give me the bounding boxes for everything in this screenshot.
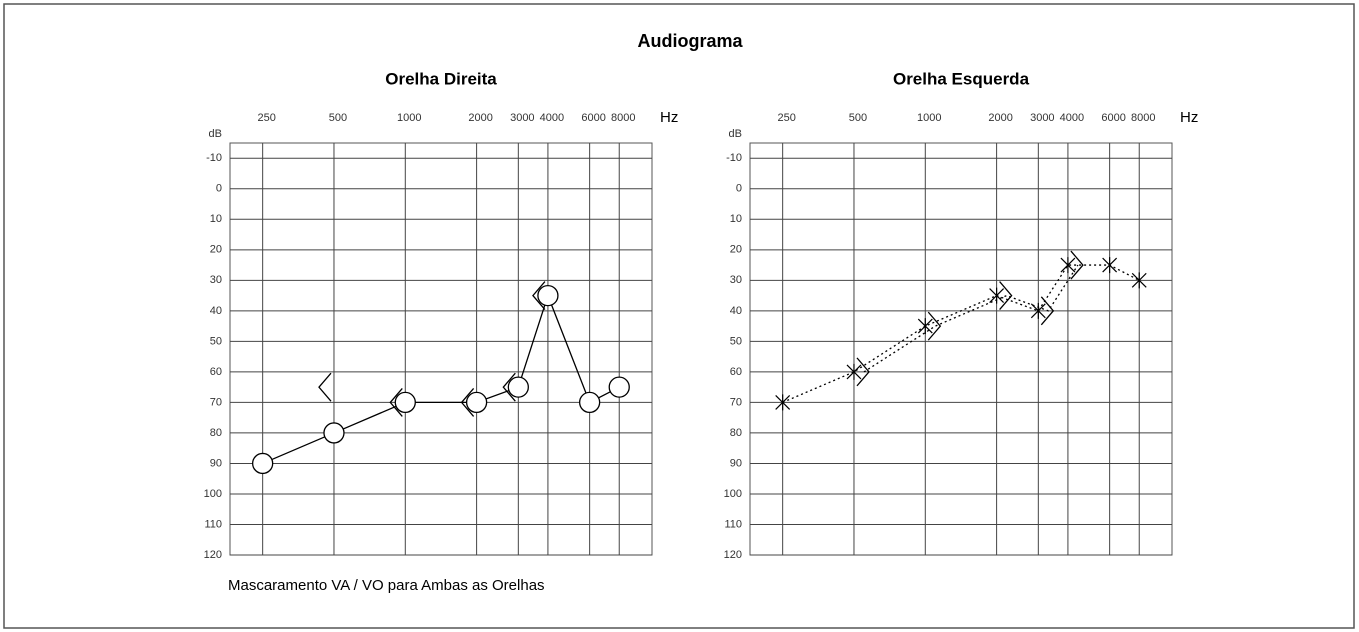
y-tick-label: 80	[210, 427, 222, 439]
bone-marker	[927, 311, 942, 341]
x-tick-label: 2000	[468, 112, 492, 124]
y-tick-label: 120	[724, 549, 742, 561]
x-tick-label: 250	[257, 112, 275, 124]
y-tick-label: 40	[730, 305, 742, 317]
x-tick-label: 6000	[1101, 112, 1125, 124]
x-axis-label: Hz	[660, 109, 678, 126]
x-tick-label: 6000	[581, 112, 605, 124]
bone-marker	[1040, 296, 1055, 326]
x-tick-label: 500	[849, 112, 867, 124]
x-tick-label: 8000	[611, 112, 635, 124]
air-marker	[465, 391, 488, 414]
y-tick-label: 70	[210, 396, 222, 408]
y-tick-label: 30	[730, 274, 742, 286]
y-tick-label: -10	[206, 152, 222, 164]
y-tick-label: 10	[730, 213, 742, 225]
series-line	[863, 264, 1079, 373]
air-marker	[507, 376, 529, 398]
series-line	[262, 293, 620, 465]
air-marker	[394, 391, 416, 414]
y-tick-label: 90	[210, 457, 222, 469]
air-marker	[917, 318, 933, 335]
x-axis-label: Hz	[1180, 109, 1198, 126]
x-tick-label: 8000	[1131, 112, 1155, 124]
air-marker	[989, 287, 1005, 304]
air-marker	[608, 376, 630, 398]
air-marker	[578, 391, 601, 414]
y-tick-label: 40	[210, 305, 222, 317]
y-tick-label: 90	[730, 457, 742, 469]
y-tick-label: 80	[730, 427, 742, 439]
x-tick-label: 1000	[917, 112, 941, 124]
bone-marker	[502, 372, 516, 402]
bone-marker	[1070, 250, 1084, 280]
y-tick-label: 100	[724, 488, 742, 500]
y-tick-label: 0	[736, 183, 742, 195]
y-tick-label: 100	[204, 488, 222, 500]
y-tick-label: -10	[726, 152, 742, 164]
x-tick-label: 500	[329, 112, 347, 124]
x-tick-label: 3000	[510, 112, 534, 124]
y-tick-label: 20	[730, 244, 742, 256]
air-marker	[252, 452, 274, 475]
y-tick-label: 20	[210, 244, 222, 256]
plot-area	[749, 142, 1173, 556]
bone-marker	[460, 387, 475, 417]
x-tick-label: 3000	[1030, 112, 1054, 124]
air-marker	[323, 422, 345, 444]
x-tick-label: 2000	[988, 112, 1012, 124]
y-tick-label: 50	[730, 335, 742, 347]
bone-marker	[318, 372, 332, 402]
bone-marker	[389, 387, 403, 417]
air-marker	[1102, 257, 1118, 274]
y-tick-label: 30	[210, 274, 222, 286]
y-tick-label: 50	[210, 335, 222, 347]
bone-marker	[856, 357, 870, 387]
air-marker	[1060, 257, 1076, 274]
y-tick-label: 110	[204, 518, 222, 530]
y-tick-label: 120	[204, 549, 222, 561]
air-marker	[537, 284, 559, 307]
air-marker	[1131, 272, 1147, 289]
note: Mascaramento VA / VO para Ambas as Orelh…	[228, 577, 545, 594]
x-tick-label: 4000	[540, 112, 564, 124]
air-marker	[846, 363, 862, 380]
chart-title: Orelha Direita	[385, 69, 497, 88]
x-tick-label: 4000	[1060, 112, 1084, 124]
bone-marker	[999, 281, 1013, 311]
page-title: Audiograma	[637, 31, 743, 51]
plot-area	[229, 142, 653, 556]
y-tick-label: 110	[724, 518, 742, 530]
y-tick-label: 10	[210, 213, 222, 225]
series-line	[782, 264, 1140, 404]
x-tick-label: 1000	[397, 112, 421, 124]
air-marker	[1030, 302, 1046, 319]
y-tick-label: 70	[730, 396, 742, 408]
y-tick-label: 60	[730, 366, 742, 378]
bone-marker	[532, 281, 546, 311]
y-axis-label: dB	[729, 128, 742, 140]
y-axis-label: dB	[209, 128, 222, 140]
chart-title: Orelha Esquerda	[893, 69, 1030, 88]
x-tick-label: 250	[777, 112, 795, 124]
y-tick-label: 60	[210, 366, 222, 378]
y-tick-label: 0	[216, 183, 222, 195]
air-marker	[775, 394, 791, 411]
